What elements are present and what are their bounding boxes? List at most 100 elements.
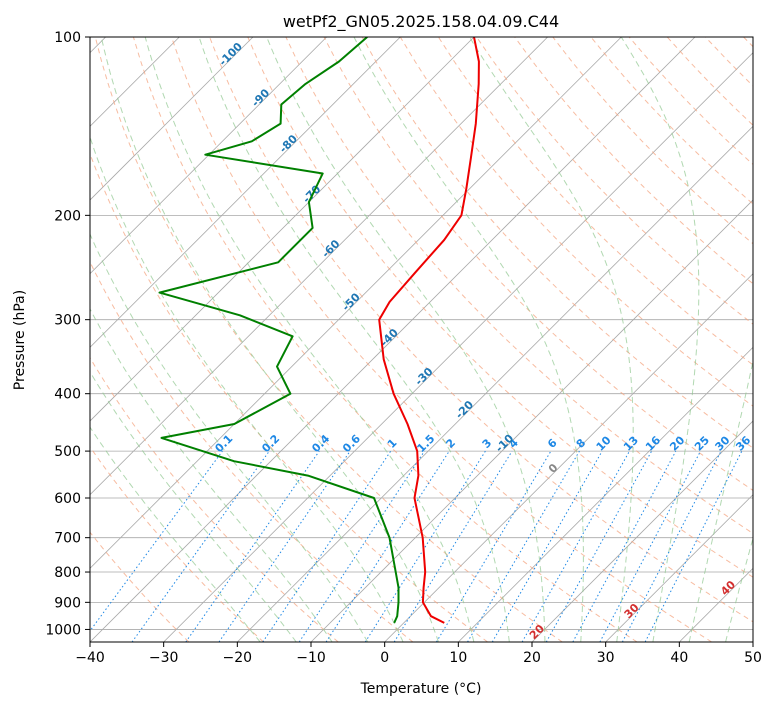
isotherm-line	[90, 37, 475, 422]
moist-adiabat	[144, 37, 475, 642]
y-axis-label: Pressure (hPa)	[12, 290, 28, 390]
mixing-ratio-line	[545, 450, 653, 642]
dry-adiabats	[90, 37, 753, 642]
mixing-ratio-line	[393, 450, 513, 642]
x-tick-label: 20	[523, 650, 541, 666]
mixing-ratio-line	[325, 450, 450, 642]
mixing-ratio-line	[131, 450, 270, 642]
isotherm-line	[605, 494, 753, 642]
y-tick-label: 700	[54, 531, 81, 547]
isotherm-line	[90, 37, 622, 569]
x-tick-label: 50	[744, 650, 762, 666]
moist-adiabat	[90, 135, 404, 642]
x-tick-label: −10	[296, 650, 326, 666]
dry-adiabat	[704, 37, 753, 87]
y-tick-label: 200	[54, 208, 81, 224]
moist-adiabat-label: -30	[412, 365, 435, 388]
mixing-ratio-line	[262, 450, 392, 642]
dry-adiabat	[90, 531, 190, 642]
mixing-ratio-label: 1	[385, 436, 400, 451]
isotherm-label: 20	[527, 622, 547, 642]
dry-adiabat	[90, 260, 414, 642]
mixing-ratio-label: 0.4	[309, 432, 332, 455]
mixing-ratio-label: 0.2	[259, 432, 282, 455]
x-tick-label: 30	[597, 650, 615, 666]
mixing-ratio-line	[364, 450, 486, 642]
moist-adiabat	[198, 37, 510, 642]
moist-adiabat	[353, 37, 584, 642]
mixing-ratio-label: 10	[594, 433, 614, 453]
dry-adiabat	[90, 446, 264, 642]
dry-adiabat	[247, 37, 753, 578]
moist-adiabat-label: -20	[453, 398, 476, 421]
dry-adiabat	[437, 37, 753, 366]
mixing-ratio-line	[572, 450, 677, 642]
y-tick-label: 1000	[45, 622, 81, 638]
dry-adiabat	[90, 356, 339, 642]
mixing-ratio-line	[467, 450, 580, 642]
dry-adiabat	[209, 37, 753, 623]
y-tick-label: 500	[54, 444, 81, 460]
isotherm-line	[384, 273, 753, 642]
mixing-ratio-label: 3	[480, 436, 495, 451]
moist-adiabats	[90, 37, 753, 642]
dry-adiabat	[94, 37, 563, 642]
dry-adiabat	[514, 37, 753, 285]
y-tick-label: 600	[54, 491, 81, 507]
isotherm-lines	[90, 37, 753, 642]
moist-adiabat	[90, 426, 261, 642]
mixing-ratio-label: 16	[643, 433, 663, 453]
mixing-ratio-label: 6	[545, 436, 560, 451]
x-tick-label: −20	[223, 650, 253, 666]
y-tick-label: 300	[54, 313, 81, 329]
mixing-ratio-line	[521, 450, 630, 642]
moist-adiabat	[90, 232, 369, 642]
x-tick-label: 40	[670, 650, 688, 666]
plot-frame	[89, 36, 754, 643]
isotherm-line	[90, 37, 327, 275]
dry-adiabat	[666, 37, 753, 126]
moist-adiabat	[725, 536, 753, 642]
dry-adiabat	[132, 37, 638, 642]
isotherm-line	[90, 37, 548, 496]
isotherm-line	[90, 37, 696, 642]
temperature-profile	[378, 37, 480, 624]
dry-adiabat	[399, 37, 753, 407]
mixing-ratio-line	[185, 450, 320, 642]
y-tick-label: 100	[54, 30, 81, 46]
x-tick-label: −30	[149, 650, 179, 666]
x-axis-ticks: −40 −30 −20 −10 0 10 20 30 40 50	[75, 642, 762, 666]
moist-adiabat	[469, 37, 634, 642]
isotherm-line	[237, 125, 753, 642]
moist-adiabat-label: -10	[493, 432, 516, 455]
mixing-ratio-line	[90, 450, 223, 632]
mixing-ratio-label: 0.1	[212, 432, 235, 455]
isotherm-line	[531, 420, 753, 642]
moist-adiabat	[266, 37, 546, 642]
sounding-series	[158, 37, 480, 624]
isotherm-line	[163, 52, 753, 642]
isotherm-label: 40	[718, 578, 738, 598]
dewpoint-profile	[158, 37, 400, 624]
mixing-ratio-line	[599, 450, 701, 642]
x-tick-label: −40	[75, 650, 105, 666]
moist-adiabat-label: -90	[249, 86, 272, 109]
y-tick-label: 800	[54, 565, 81, 581]
mixing-ratio-label: 0.6	[340, 432, 363, 455]
dry-adiabat	[590, 37, 753, 205]
isotherm-line	[679, 567, 753, 642]
dry-adiabat	[552, 37, 753, 245]
isotherm-line	[458, 346, 753, 642]
mixing-ratio-label: 30	[713, 433, 733, 453]
isotherm-line	[90, 37, 401, 348]
moist-adiabat	[688, 358, 753, 642]
mixing-ratio-lines	[90, 450, 743, 642]
mixing-ratio-label: 2	[443, 436, 458, 451]
pressure-gridlines	[90, 37, 753, 630]
y-tick-label: 400	[54, 387, 81, 403]
dry-adiabat	[171, 37, 712, 642]
isotherm-label: 30	[622, 601, 642, 621]
y-tick-label: 900	[54, 595, 81, 611]
mixing-ratio-label: 13	[621, 434, 641, 454]
